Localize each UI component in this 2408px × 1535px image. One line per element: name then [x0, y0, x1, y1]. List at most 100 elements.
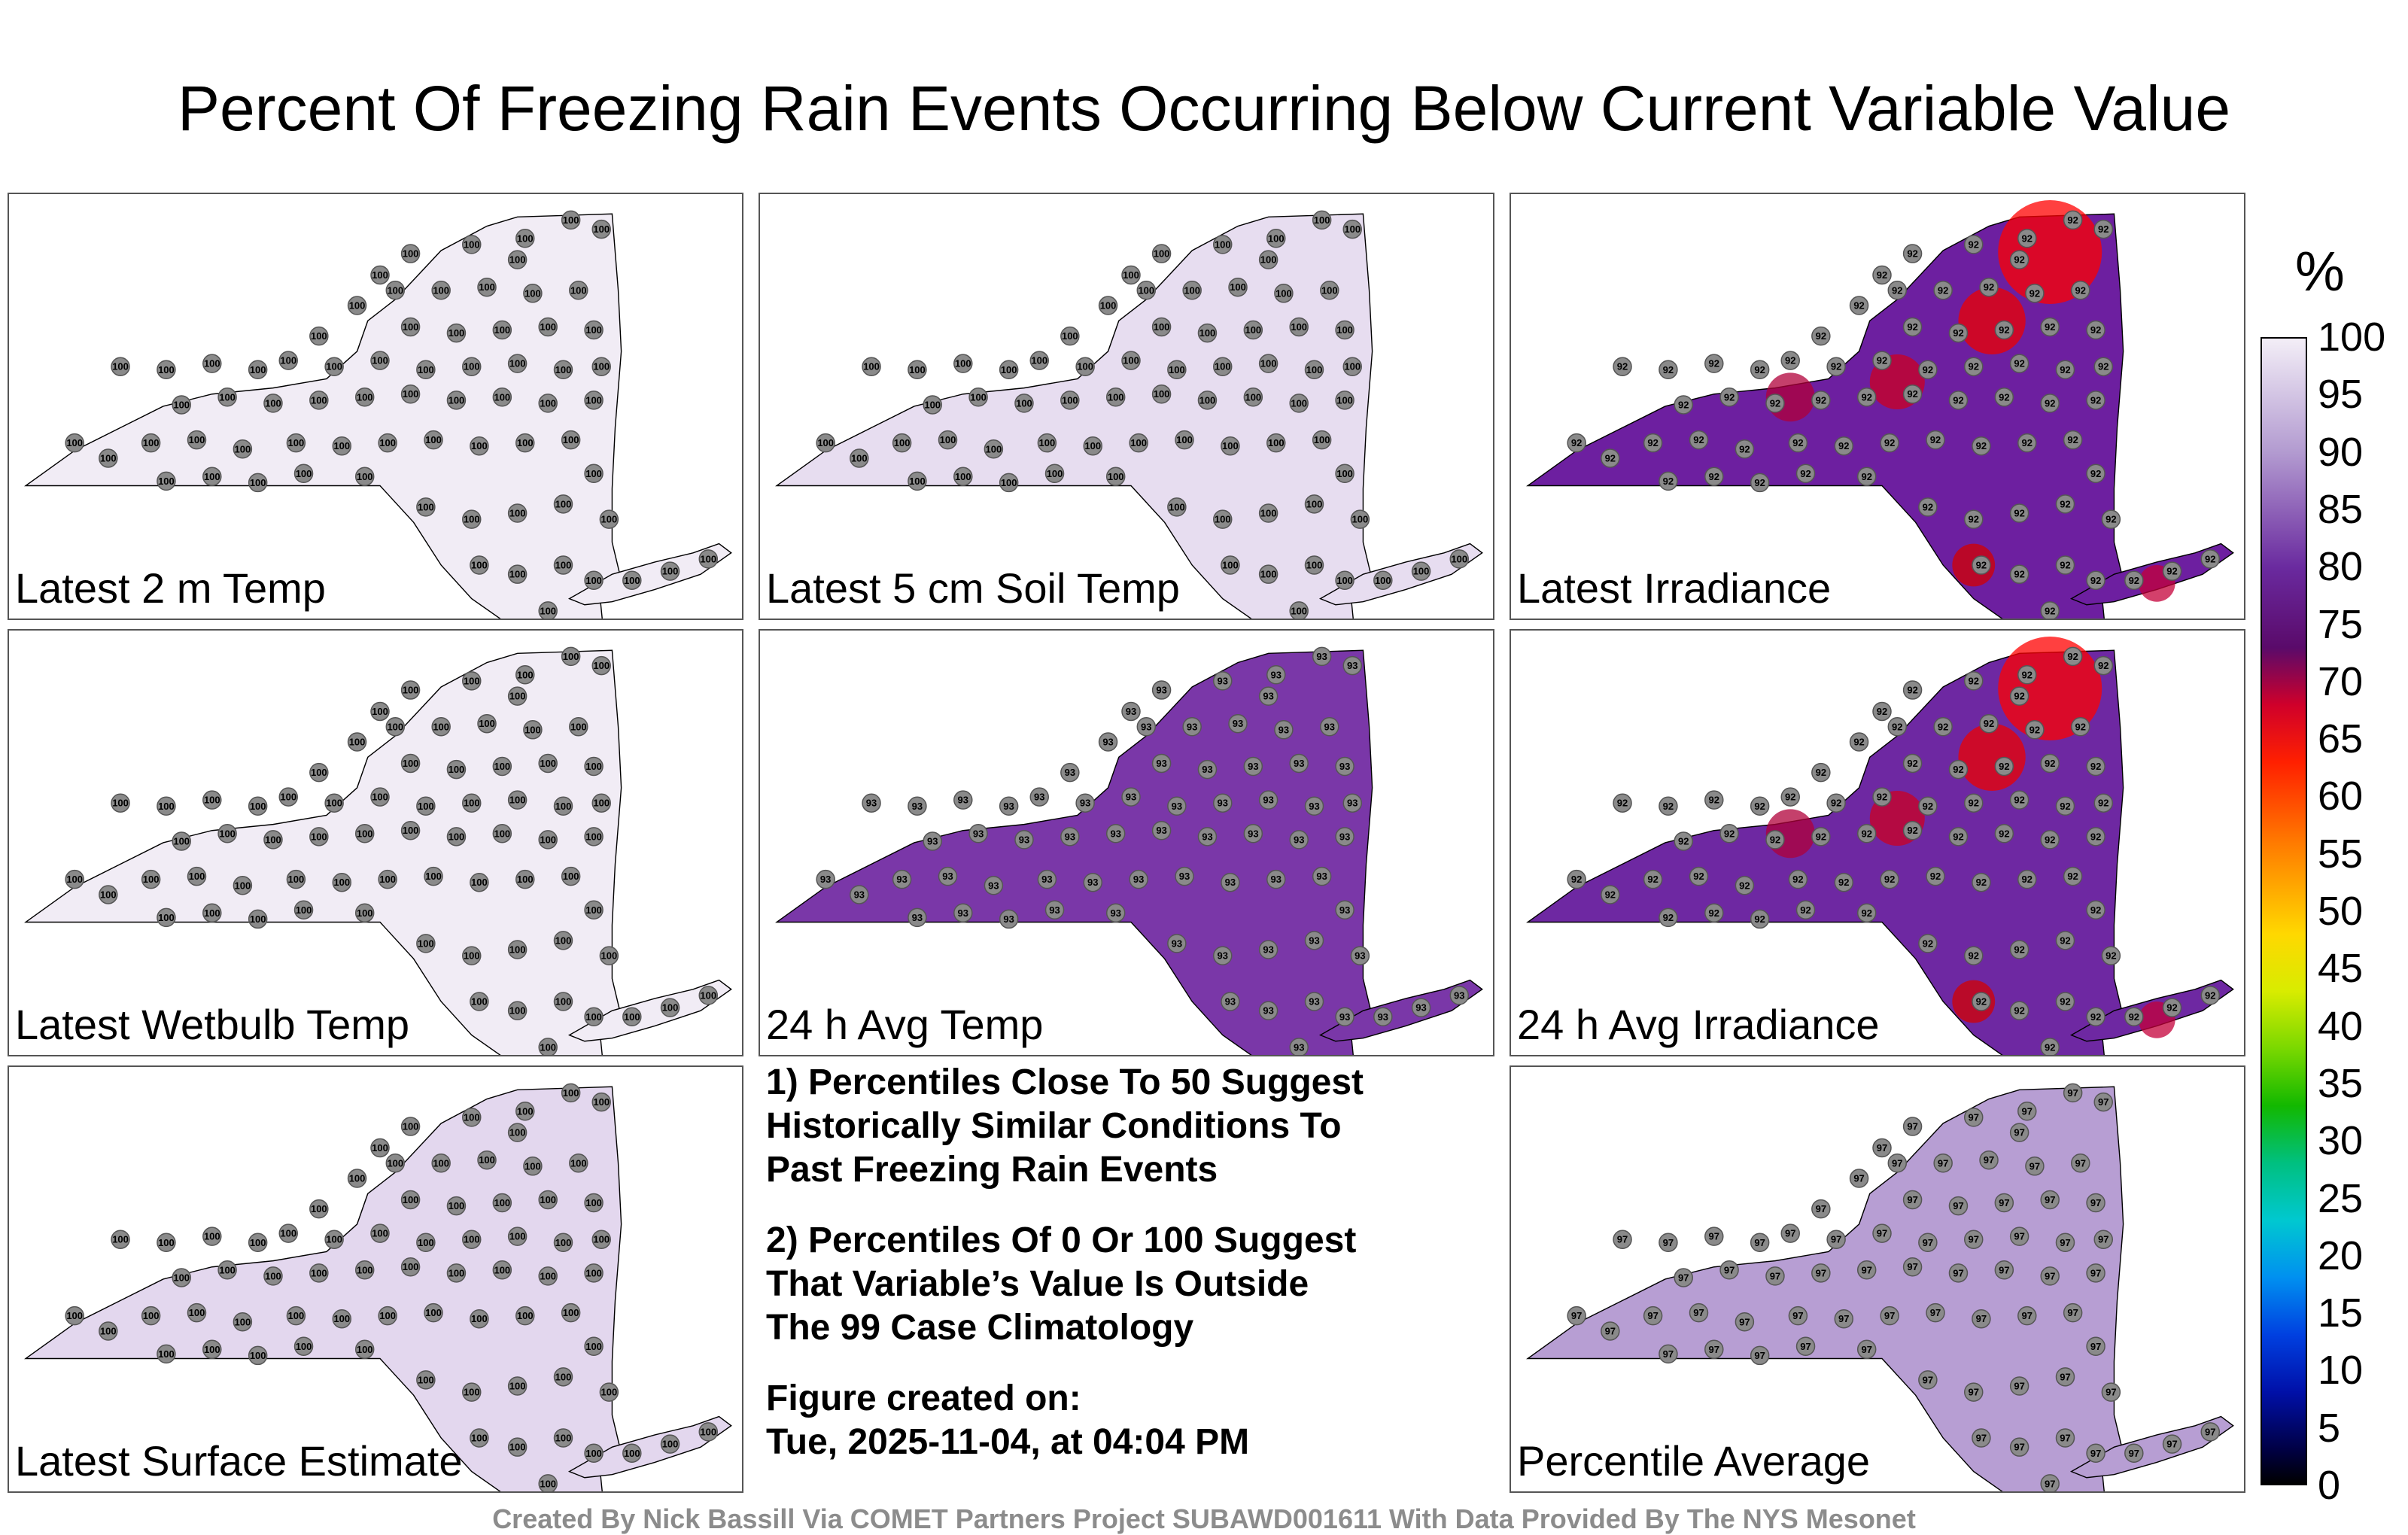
notes-block: 1) Percentiles Close To 50 Suggest Histo… — [766, 1061, 1473, 1464]
svg-text:92: 92 — [1831, 798, 1841, 809]
svg-text:92: 92 — [1877, 355, 1887, 366]
station-marker: 92 — [1872, 351, 1892, 370]
station-marker: 100 — [1221, 436, 1240, 456]
svg-text:93: 93 — [1225, 996, 1236, 1008]
svg-text:100: 100 — [540, 1194, 556, 1205]
station-marker: 92 — [1659, 907, 1678, 928]
svg-text:93: 93 — [1133, 874, 1144, 885]
svg-text:100: 100 — [333, 1313, 350, 1324]
svg-text:97: 97 — [2060, 1237, 2070, 1248]
station-marker: 100 — [416, 934, 436, 953]
svg-text:97: 97 — [1877, 1142, 1887, 1154]
svg-text:100: 100 — [509, 1381, 526, 1392]
svg-text:100: 100 — [585, 394, 602, 406]
station-marker: 100 — [462, 1108, 482, 1127]
station-marker: 100 — [462, 671, 482, 691]
svg-text:92: 92 — [1984, 718, 1994, 729]
station-marker: 100 — [561, 866, 581, 886]
svg-text:100: 100 — [585, 1341, 602, 1352]
station-marker: 92 — [1765, 394, 1785, 413]
svg-text:92: 92 — [1907, 825, 1917, 836]
svg-text:92: 92 — [1617, 798, 1628, 809]
svg-text:93: 93 — [1126, 792, 1136, 803]
svg-text:92: 92 — [2045, 1041, 2055, 1053]
svg-text:100: 100 — [585, 1448, 602, 1459]
svg-text:92: 92 — [2090, 831, 2101, 842]
station-marker: 100 — [523, 1157, 543, 1176]
ny-state-outline — [775, 213, 1373, 619]
station-marker: 92 — [2086, 756, 2105, 777]
map-panel-6: 92 92 92 92 92 92 92 92 92 92 92 92 92 92 92 92 92 92 92 92… — [1510, 629, 2245, 1056]
ny-map: 100 100 100 100 100 100 100 100 100 100 100 100 100 1… — [775, 210, 1483, 619]
station-marker: 100 — [1105, 388, 1126, 407]
station-marker: 100 — [202, 1339, 222, 1360]
station-marker: 93 — [1197, 759, 1218, 780]
svg-text:93: 93 — [854, 889, 865, 900]
station-marker: 92 — [1926, 430, 1945, 450]
svg-text:100: 100 — [700, 1426, 716, 1437]
panel-label: Latest Irradiance — [1517, 564, 1832, 612]
station-marker: 97 — [2162, 1434, 2182, 1454]
svg-text:92: 92 — [1884, 874, 1895, 885]
station-marker: 92 — [2063, 866, 2083, 886]
svg-text:93: 93 — [1080, 798, 1090, 809]
svg-text:100: 100 — [464, 798, 480, 809]
svg-text:92: 92 — [1800, 904, 1811, 916]
station-marker: 100 — [968, 388, 988, 407]
station-marker: 92 — [2025, 720, 2045, 740]
svg-text:97: 97 — [1999, 1197, 2009, 1208]
svg-text:97: 97 — [2205, 1426, 2215, 1437]
svg-text:93: 93 — [1271, 874, 1282, 885]
station-marker: 92 — [1659, 360, 1678, 380]
svg-text:92: 92 — [2014, 358, 2024, 369]
svg-text:100: 100 — [1336, 468, 1353, 479]
ny-state-outline — [24, 1086, 622, 1491]
colorbar-tick: 70 — [2318, 658, 2364, 704]
svg-text:92: 92 — [2060, 801, 2070, 812]
station-marker: 100 — [1105, 467, 1126, 487]
station-marker: 100 — [591, 655, 611, 676]
svg-text:92: 92 — [1969, 798, 1979, 809]
svg-text:100: 100 — [288, 437, 305, 448]
station-marker: 100 — [309, 827, 329, 847]
station-marker: 100 — [1335, 570, 1354, 591]
svg-text:100: 100 — [372, 269, 388, 281]
svg-text:97: 97 — [1816, 1267, 1826, 1278]
station-marker: 93 — [1105, 824, 1126, 843]
svg-text:92: 92 — [1792, 874, 1803, 885]
station-marker: 93 — [968, 824, 988, 843]
svg-text:93: 93 — [1218, 675, 1228, 686]
station-marker: 100 — [507, 686, 528, 706]
station-marker: 100 — [1266, 433, 1286, 453]
station-marker: 93 — [1304, 931, 1324, 950]
svg-text:97: 97 — [1907, 1194, 1917, 1205]
svg-text:100: 100 — [326, 798, 342, 809]
station-marker: 92 — [2040, 753, 2060, 774]
svg-text:97: 97 — [1678, 1272, 1689, 1283]
svg-text:92: 92 — [1770, 834, 1780, 845]
svg-text:100: 100 — [1375, 575, 1391, 586]
station-marker: 100 — [385, 717, 406, 737]
station-marker: 93 — [1060, 762, 1080, 783]
svg-text:97: 97 — [1709, 1231, 1719, 1242]
station-marker: 92 — [1704, 354, 1724, 373]
station-marker: 97 — [1750, 1345, 1770, 1366]
svg-text:92: 92 — [1816, 330, 1826, 342]
svg-text:100: 100 — [448, 394, 465, 406]
station-marker: 97 — [1902, 1257, 1923, 1277]
station-marker: 100 — [515, 433, 535, 453]
svg-text:92: 92 — [1816, 831, 1826, 842]
svg-text:100: 100 — [1344, 361, 1361, 372]
station-marker: 97 — [1856, 1339, 1877, 1360]
station-marker: 97 — [1659, 1344, 1678, 1364]
svg-text:92: 92 — [2129, 575, 2139, 586]
station-marker: 92 — [1918, 796, 1938, 816]
station-marker: 100 — [953, 467, 973, 487]
station-marker: 100 — [1197, 323, 1218, 343]
station-marker: 100 — [332, 436, 352, 456]
svg-text:100: 100 — [333, 877, 350, 888]
station-marker: 100 — [462, 357, 482, 376]
svg-text:100: 100 — [494, 1197, 510, 1208]
station-marker: 97 — [2040, 1266, 2060, 1286]
station-marker: 92 — [1872, 701, 1892, 722]
